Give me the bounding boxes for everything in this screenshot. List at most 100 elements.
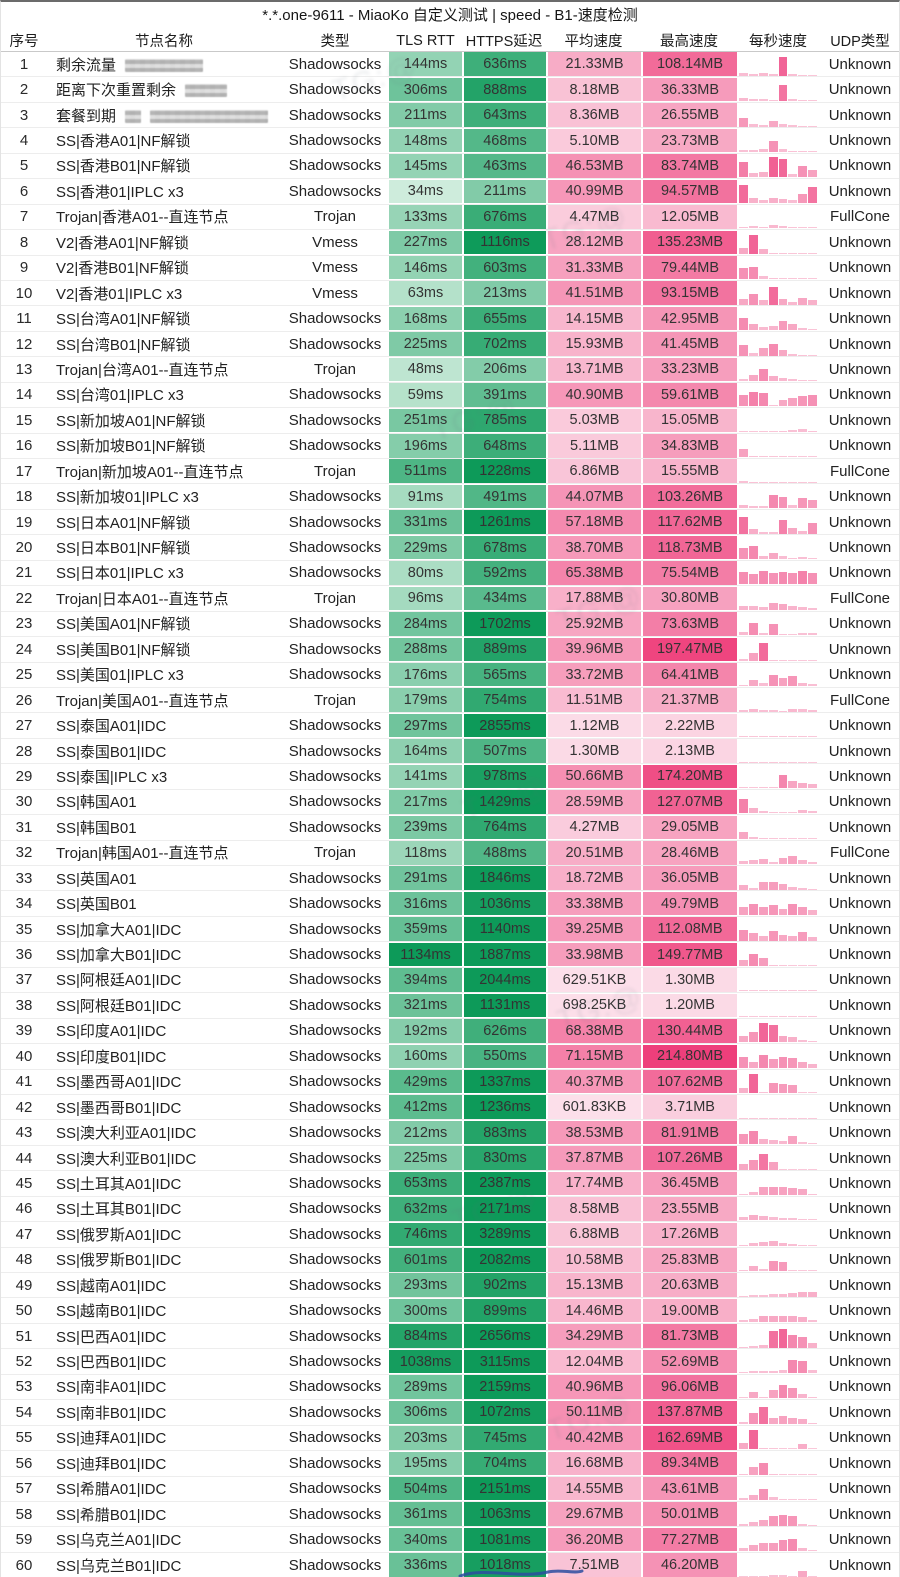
spark-bar — [778, 858, 788, 865]
spark-bar — [748, 1466, 758, 1475]
table-row: 11 SS|台湾A01|NF解锁 Shadowsocks 168ms 655ms 14.1… — [1, 306, 899, 332]
spark-bar — [788, 1117, 798, 1119]
spark-bar — [798, 557, 808, 560]
table-row: 36 SS|加拿大B01|IDC Shadowsocks 1134ms 1887ms 33… — [1, 942, 899, 968]
spark-bar — [768, 1371, 778, 1374]
avg-speed-cell: 16.68MB — [548, 1451, 641, 1476]
table-row: 48 SS|俄罗斯B01|IDC Shadowsocks 601ms 2082ms 10.… — [1, 1248, 899, 1273]
spark-bar — [778, 634, 788, 636]
spark-bar — [739, 1134, 748, 1145]
spark-bar — [739, 786, 748, 788]
max-speed-cell: 118.73MB — [643, 535, 737, 560]
speed-sparkline — [737, 1045, 819, 1068]
avg-speed-cell: 12.04MB — [548, 1349, 641, 1374]
node-name-cell: SS|巴西B01|IDC — [47, 1351, 281, 1372]
spark-bar — [798, 1061, 808, 1068]
spark-bar — [808, 329, 817, 331]
spark-bar — [798, 151, 808, 153]
type-cell: Shadowsocks — [288, 767, 382, 785]
node-name-cell: SS|香港01|IPLC x3 — [47, 181, 281, 202]
row-number: 48 — [15, 1251, 33, 1269]
spark-bar — [758, 683, 768, 687]
spark-bar — [788, 1187, 798, 1195]
avg-speed-cell: 14.55MB — [548, 1476, 641, 1501]
spark-bar — [808, 1575, 817, 1577]
avg-speed-cell: 8.58MB — [548, 1197, 641, 1221]
spark-bar — [798, 1473, 808, 1475]
spark-bar — [748, 1131, 758, 1145]
https-latency-cell: 507ms — [464, 739, 546, 763]
spark-bar — [808, 1291, 817, 1297]
spark-bar — [768, 1261, 778, 1272]
https-latency-cell: 391ms — [464, 383, 546, 407]
udp-type-cell: Unknown — [828, 55, 892, 73]
avg-speed-cell: 17.88MB — [548, 586, 641, 611]
spark-bar — [808, 736, 817, 738]
row-number: 53 — [15, 1378, 33, 1396]
tls-rtt-cell: 59ms — [389, 383, 462, 407]
udp-type-cell: Unknown — [828, 1454, 892, 1472]
https-latency-cell: 463ms — [464, 154, 546, 178]
table-row: 21 SS|日本01|IPLC x3 Shadowsocks 80ms 592ms 65.… — [1, 561, 899, 587]
spark-bar — [748, 123, 758, 127]
spark-bar — [788, 1316, 798, 1323]
udp-type-cell: Unknown — [828, 106, 892, 124]
max-speed-cell: 20.63MB — [643, 1273, 737, 1297]
node-name: SS|澳大利亚B01|IDC — [56, 1150, 197, 1168]
spark-bar — [748, 1545, 758, 1552]
spark-bar — [788, 353, 798, 356]
node-name-cell: SS|泰国B01|IDC — [47, 741, 281, 762]
spark-bar — [778, 198, 788, 203]
spark-bar — [748, 1430, 758, 1450]
udp-type-cell: Unknown — [828, 1124, 892, 1142]
spark-bar — [788, 73, 798, 76]
column-header-udp: UDP类型 — [830, 34, 890, 50]
tls-rtt-cell: 118ms — [389, 841, 462, 865]
spark-bar — [808, 862, 817, 865]
spark-bar — [768, 624, 778, 636]
spark-bar — [758, 642, 768, 661]
spark-bar — [788, 1243, 798, 1246]
spark-bar — [788, 1539, 798, 1552]
spark-bar — [739, 150, 748, 153]
node-name-cell: SS|乌克兰B01|IDC — [47, 1555, 281, 1576]
https-latency-cell: 488ms — [464, 841, 546, 865]
spark-bar — [748, 836, 758, 839]
node-name-cell: Trojan|日本A01--直连节点 — [47, 588, 281, 609]
table-row: 16 SS|新加坡B01|NF解锁 Shadowsocks 196ms 648ms 5.1… — [1, 434, 899, 459]
spark-bar — [798, 1361, 808, 1374]
spark-bar — [768, 837, 778, 839]
spark-bar — [739, 516, 748, 534]
spark-bar — [798, 708, 808, 712]
spark-bar — [788, 1292, 798, 1297]
table-row: 51 SS|巴西A01|IDC Shadowsocks 884ms 2656ms 34.2… — [1, 1324, 899, 1350]
udp-type-cell: Unknown — [828, 310, 892, 328]
blurred-text — [150, 109, 269, 123]
spark-bar — [778, 1328, 788, 1348]
max-speed-cell: 112.08MB — [643, 917, 737, 941]
node-name-cell: 套餐到期 — [47, 105, 281, 126]
speed-sparkline — [737, 918, 819, 941]
max-speed-cell: 137.87MB — [643, 1400, 737, 1425]
type-cell: Shadowsocks — [288, 1454, 382, 1472]
spark-bar — [778, 1056, 788, 1068]
https-latency-cell: 648ms — [464, 434, 546, 458]
spark-bar — [808, 990, 817, 992]
node-name-cell: V2|香港A01|NF解锁 — [47, 232, 281, 253]
tls-rtt-cell: 229ms — [389, 535, 462, 560]
udp-type-cell: Unknown — [828, 1327, 892, 1345]
node-name: SS|希腊B01|IDC — [56, 1506, 167, 1524]
node-name-cell: SS|新加坡B01|NF解锁 — [47, 435, 281, 456]
max-speed-cell: 26.55MB — [643, 103, 737, 127]
spark-bar — [788, 676, 798, 687]
row-number: 4 — [19, 132, 29, 150]
spark-bar — [798, 354, 808, 356]
tls-rtt-cell: 251ms — [389, 408, 462, 433]
udp-type-cell: Unknown — [828, 1556, 892, 1574]
spark-bar — [768, 602, 778, 610]
row-number: 8 — [19, 233, 29, 251]
type-cell: Shadowsocks — [288, 1200, 382, 1218]
speed-sparkline — [737, 892, 819, 916]
speed-sparkline — [737, 383, 819, 407]
node-name-cell: SS|土耳其B01|IDC — [47, 1198, 281, 1219]
